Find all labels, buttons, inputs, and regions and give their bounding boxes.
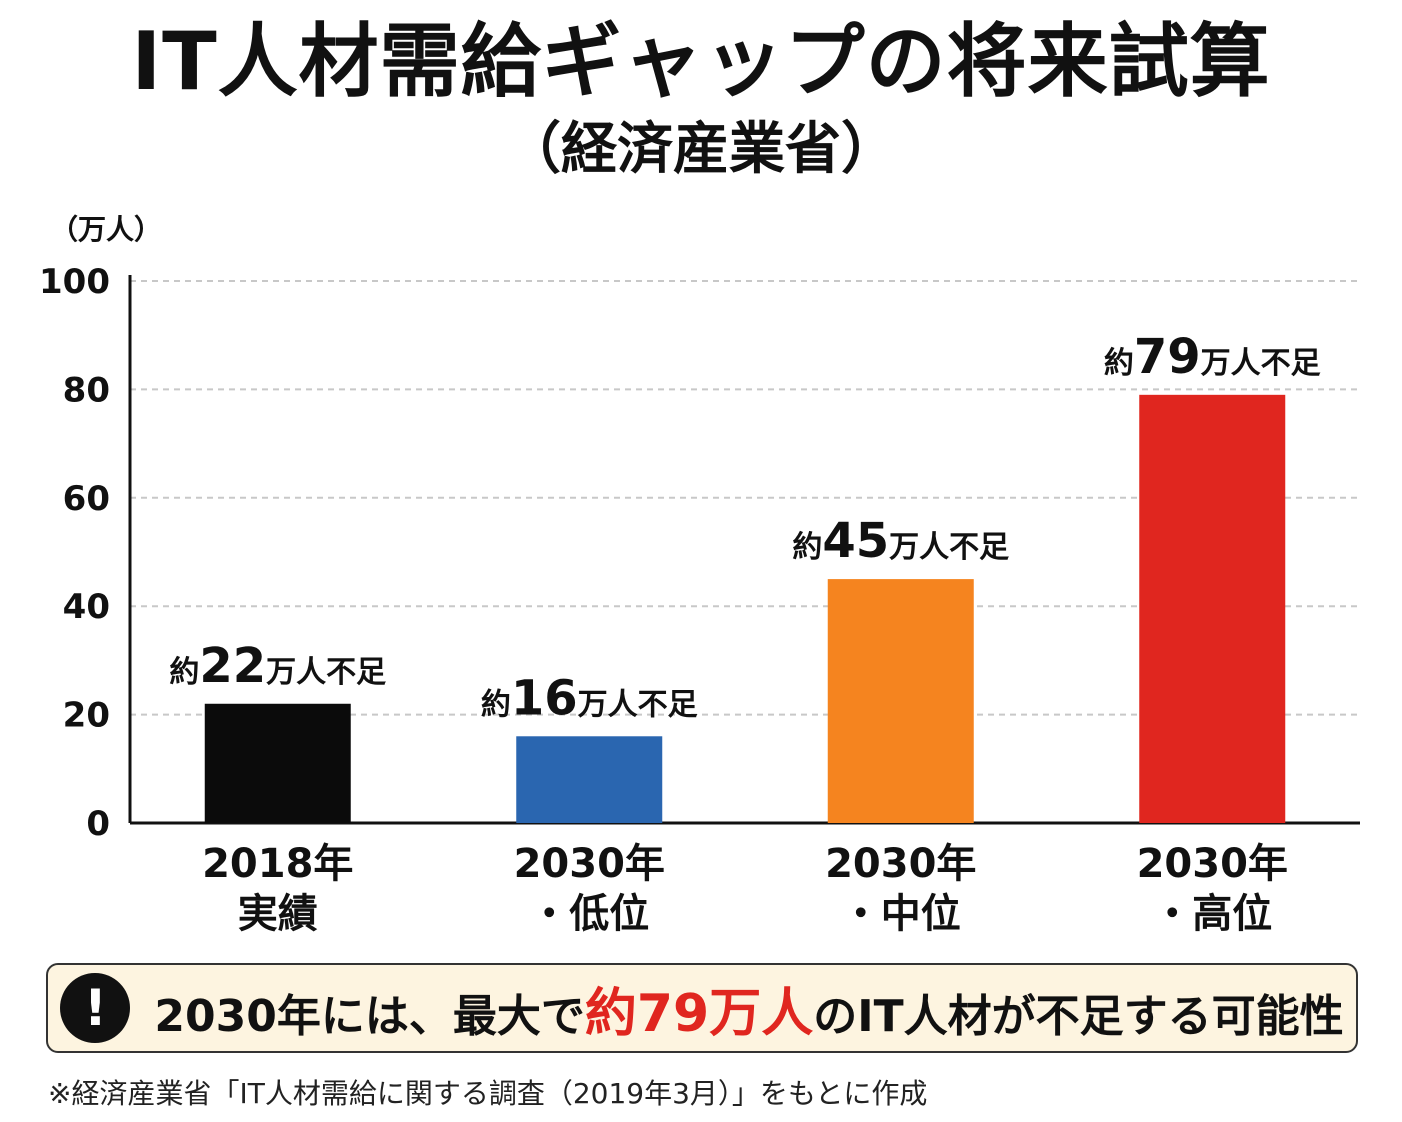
- summary-callout: ! 2030年には、最大で約79万人のIT人材が不足する可能性: [46, 963, 1358, 1053]
- callout-highlight: 約79万人: [584, 983, 814, 1044]
- data-label: 約45万人不足: [792, 513, 1009, 569]
- callout-text-after: のIT人材が不足する可能性: [813, 990, 1344, 1042]
- y-tick-label: 100: [39, 262, 110, 302]
- bar-chart: 020406080100約22万人不足2018年実績約16万人不足2030年・低…: [39, 262, 1360, 937]
- chart-title: IT人材需給ギャップの将来試算: [131, 15, 1271, 108]
- x-category-sublabel: ・中位: [841, 891, 961, 937]
- exclamation-icon: !: [60, 973, 131, 1043]
- x-category-label: 2030年: [825, 841, 976, 887]
- y-tick-label: 80: [63, 370, 110, 410]
- bar: [204, 703, 351, 823]
- x-category-sublabel: 実績: [238, 891, 318, 937]
- bar: [827, 579, 974, 823]
- y-tick-label: 60: [63, 479, 110, 519]
- source-footnote: ※経済産業省「IT人材需給に関する調査（2019年3月）」をもとに作成: [48, 1077, 928, 1110]
- data-label: 約22万人不足: [169, 638, 386, 694]
- callout-text: 2030年には、最大で約79万人のIT人材が不足する可能性: [154, 971, 1343, 1046]
- x-category-sublabel: ・低位: [529, 891, 649, 937]
- y-tick-label: 0: [86, 804, 110, 844]
- x-category-label: 2018年: [202, 841, 353, 887]
- x-category-label: 2030年: [1137, 841, 1288, 887]
- data-label: 約16万人不足: [481, 670, 698, 726]
- data-label: 約79万人不足: [1104, 329, 1321, 385]
- callout-text-before: 2030年には、最大で: [154, 990, 585, 1042]
- bar: [516, 736, 663, 823]
- bar: [1139, 394, 1286, 823]
- y-axis-unit-label: （万人）: [50, 213, 163, 246]
- x-category-sublabel: ・高位: [1152, 891, 1272, 937]
- chart-subtitle: （経済産業省）: [505, 117, 897, 182]
- x-category-label: 2030年: [514, 841, 665, 887]
- y-tick-label: 40: [63, 587, 110, 627]
- y-tick-label: 20: [63, 696, 110, 736]
